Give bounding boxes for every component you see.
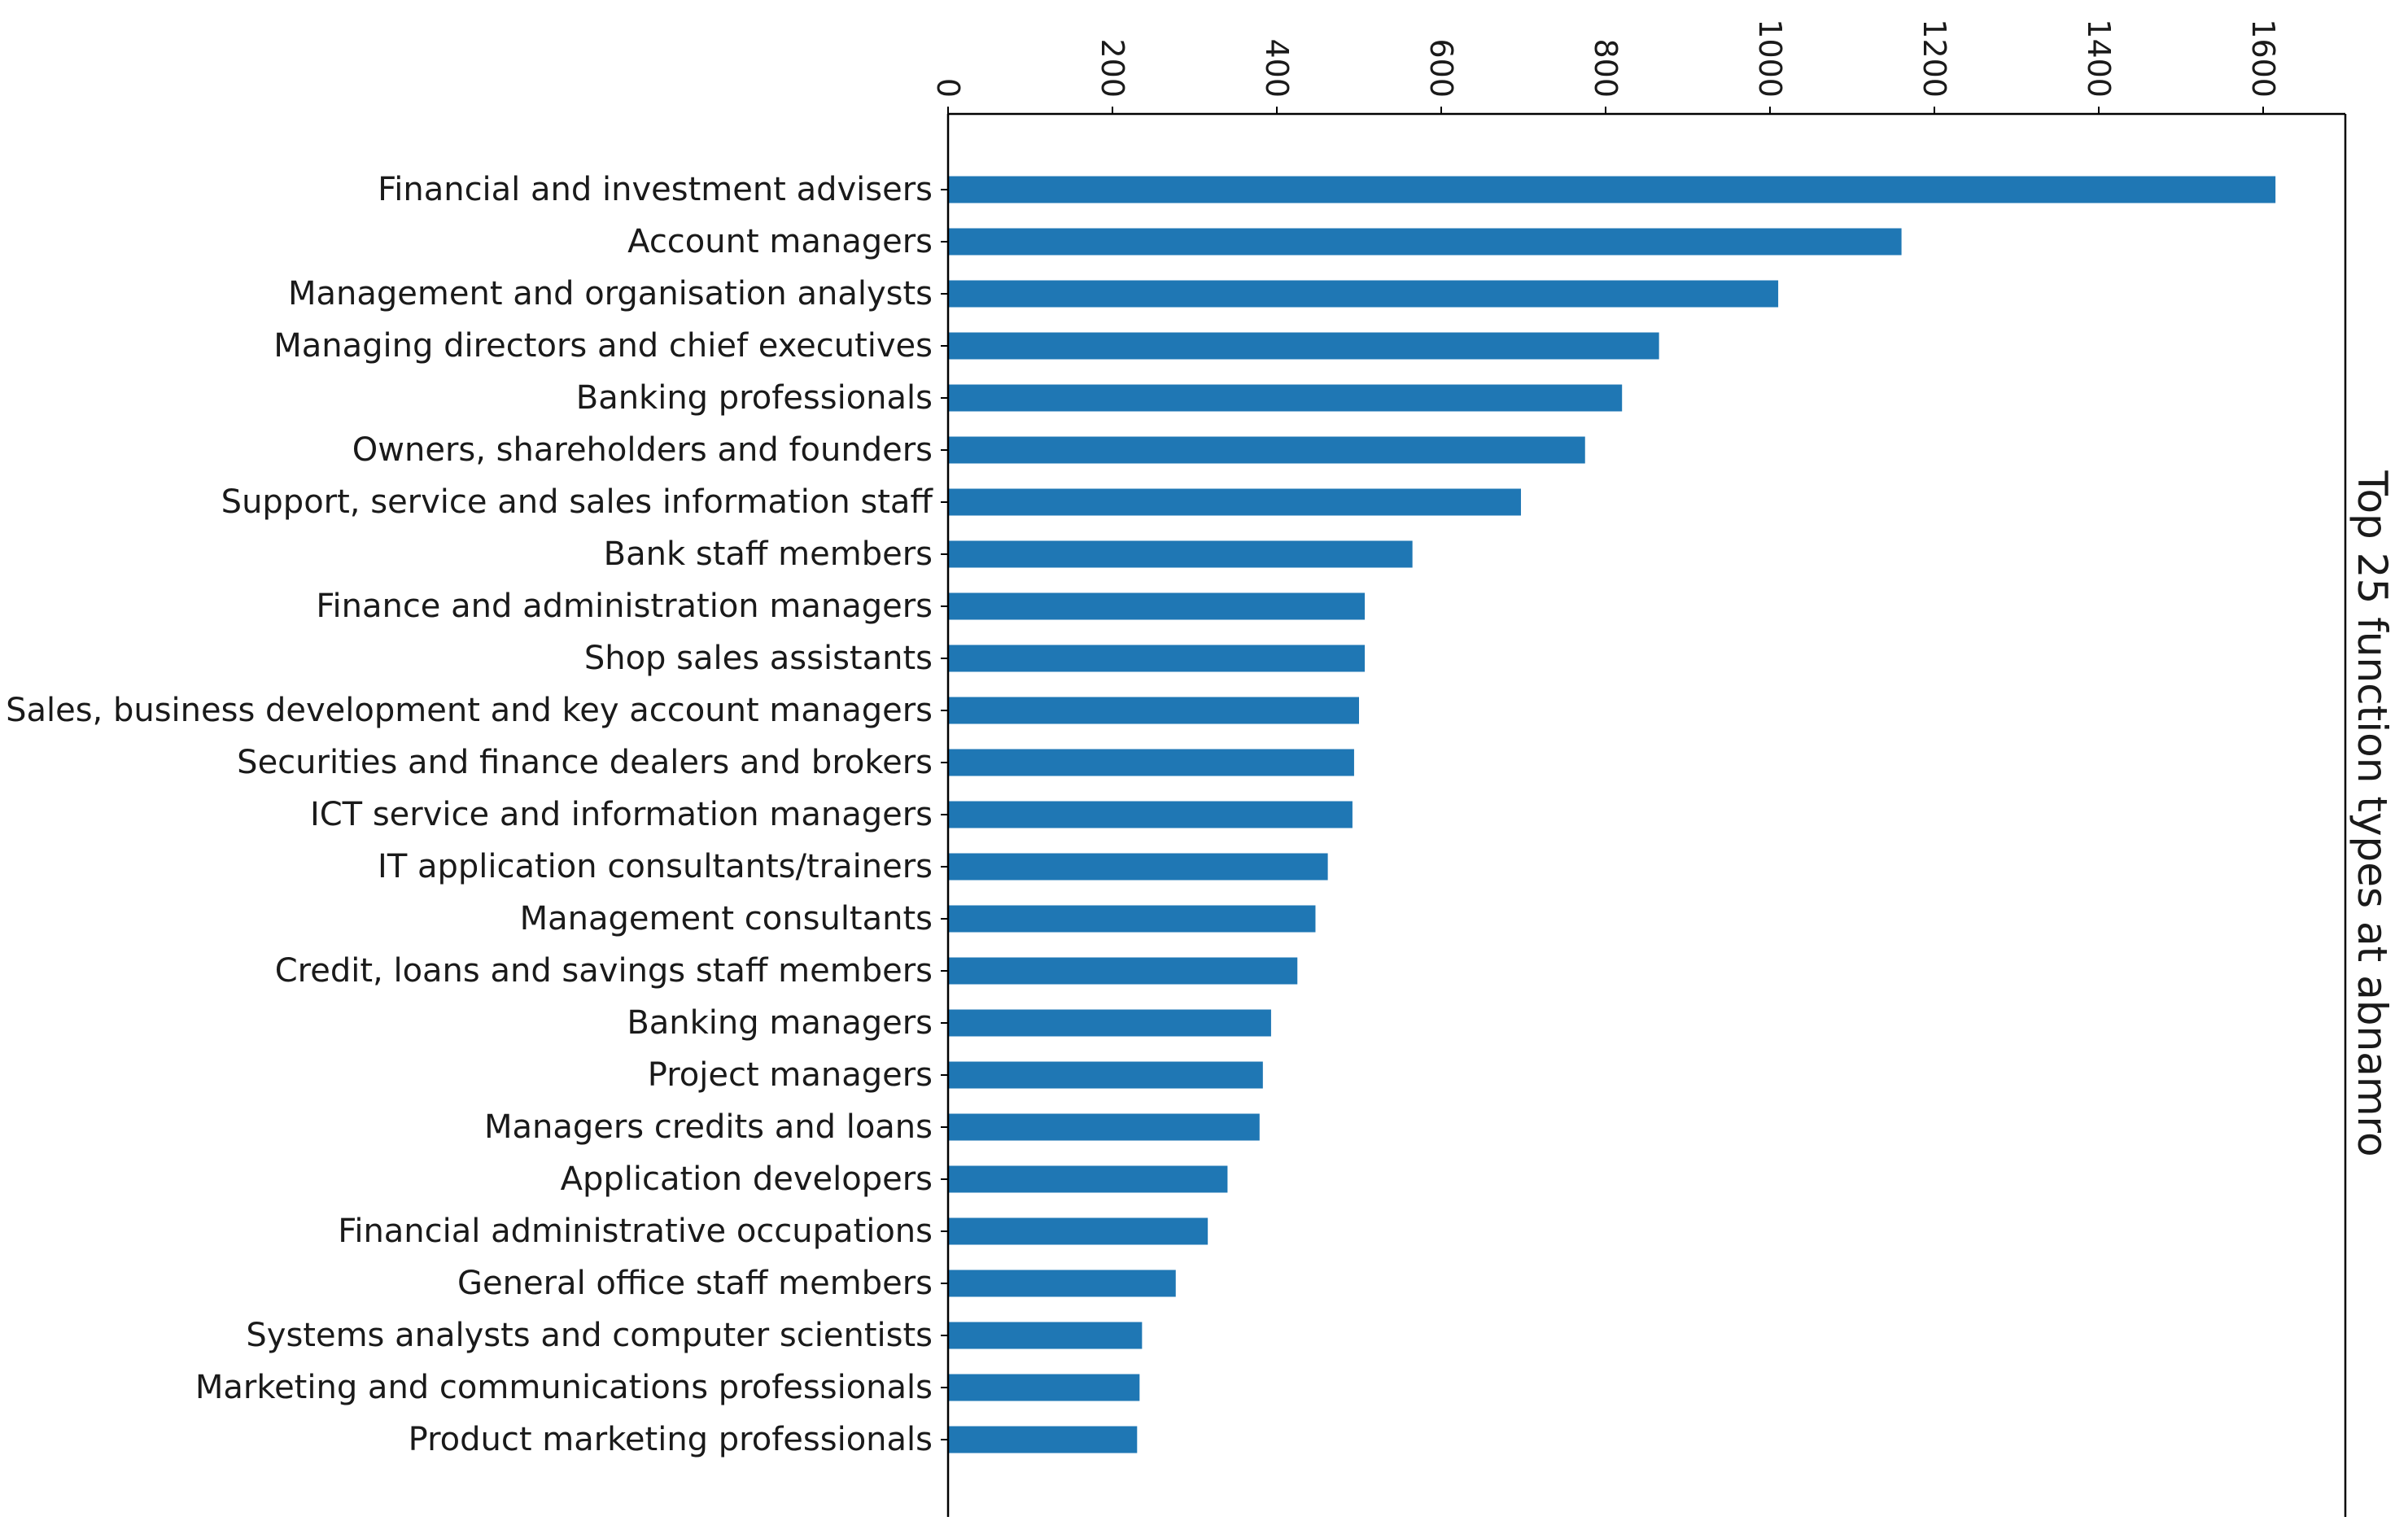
- bar: [948, 436, 1585, 464]
- category-label: Sales, business development and key acco…: [6, 692, 933, 729]
- bar: [948, 1165, 1228, 1193]
- bar: [948, 1426, 1138, 1453]
- x-tick-label: 200: [1095, 38, 1130, 98]
- bar: [948, 645, 1366, 672]
- bar: [948, 853, 1328, 881]
- bar: [948, 280, 1779, 308]
- category-label: Systems analysts and computer scientists: [246, 1317, 933, 1354]
- bar: [948, 488, 1521, 516]
- x-tick-label: 0: [930, 78, 966, 98]
- bar: [948, 801, 1353, 828]
- bar: [948, 1270, 1176, 1297]
- category-label: Financial administrative occupations: [338, 1213, 933, 1250]
- bar: [948, 1322, 1143, 1349]
- bar: [948, 1217, 1208, 1245]
- title-group: Top 25 function types at abnamro: [2349, 470, 2396, 1156]
- x-tick-label: 400: [1259, 38, 1295, 98]
- category-label: Account managers: [627, 223, 933, 260]
- category-label: Financial and investment advisers: [378, 171, 933, 208]
- bar: [948, 1113, 1260, 1141]
- category-label: General office staff members: [457, 1265, 933, 1302]
- bar: [948, 1061, 1263, 1089]
- bar: [948, 228, 1902, 256]
- x-tick-label: 1600: [2245, 19, 2281, 98]
- bar: [948, 332, 1659, 360]
- axes-frame: [946, 112, 2347, 1517]
- category-label: ICT service and information managers: [310, 796, 933, 833]
- x-tick-label: 1000: [1752, 19, 1788, 98]
- bar: [948, 905, 1316, 933]
- bar: [948, 1374, 1140, 1401]
- x-axis-ticks: 0 200 400 600 800 1000 1200 1400 1600: [930, 19, 2281, 114]
- category-label: Securities and finance dealers and broke…: [237, 744, 933, 781]
- x-tick-label: 600: [1423, 38, 1459, 98]
- category-label: Owners, shareholders and founders: [352, 431, 933, 469]
- bar: [948, 749, 1354, 776]
- bar: [948, 1009, 1271, 1037]
- category-label: Marketing and communications professiona…: [195, 1369, 933, 1406]
- bars-group: [948, 176, 2276, 1453]
- category-label: Management and organisation analysts: [288, 275, 933, 313]
- category-label: Managers credits and loans: [484, 1108, 933, 1146]
- x-tick-label: 800: [1588, 38, 1624, 98]
- category-labels: Financial and investment advisers Account…: [6, 171, 948, 1458]
- bar: [948, 384, 1623, 412]
- bar: [948, 957, 1298, 985]
- category-label: Managing directors and chief executives: [273, 327, 933, 365]
- chart-title: Top 25 function types at abnamro: [2349, 470, 2396, 1156]
- category-label: Product marketing professionals: [409, 1421, 933, 1458]
- category-label: Application developers: [561, 1160, 933, 1198]
- category-label: Banking managers: [627, 1004, 933, 1042]
- category-label: Support, service and sales information s…: [221, 483, 934, 521]
- category-label: Management consultants: [520, 900, 933, 938]
- category-label: IT application consultants/trainers: [378, 848, 933, 885]
- category-label: Banking professionals: [576, 379, 933, 417]
- category-label: Shop sales assistants: [584, 640, 933, 677]
- x-tick-label: 1200: [1916, 19, 1952, 98]
- bar: [948, 697, 1359, 724]
- category-label: Finance and administration managers: [316, 588, 933, 625]
- bar: [948, 176, 2276, 203]
- bar: [948, 592, 1366, 620]
- category-label: Bank staff members: [604, 535, 933, 573]
- x-tick-label: 1400: [2081, 19, 2117, 98]
- category-label: Credit, loans and savings staff members: [275, 952, 933, 990]
- bar: [948, 540, 1413, 568]
- category-label: Project managers: [648, 1056, 933, 1094]
